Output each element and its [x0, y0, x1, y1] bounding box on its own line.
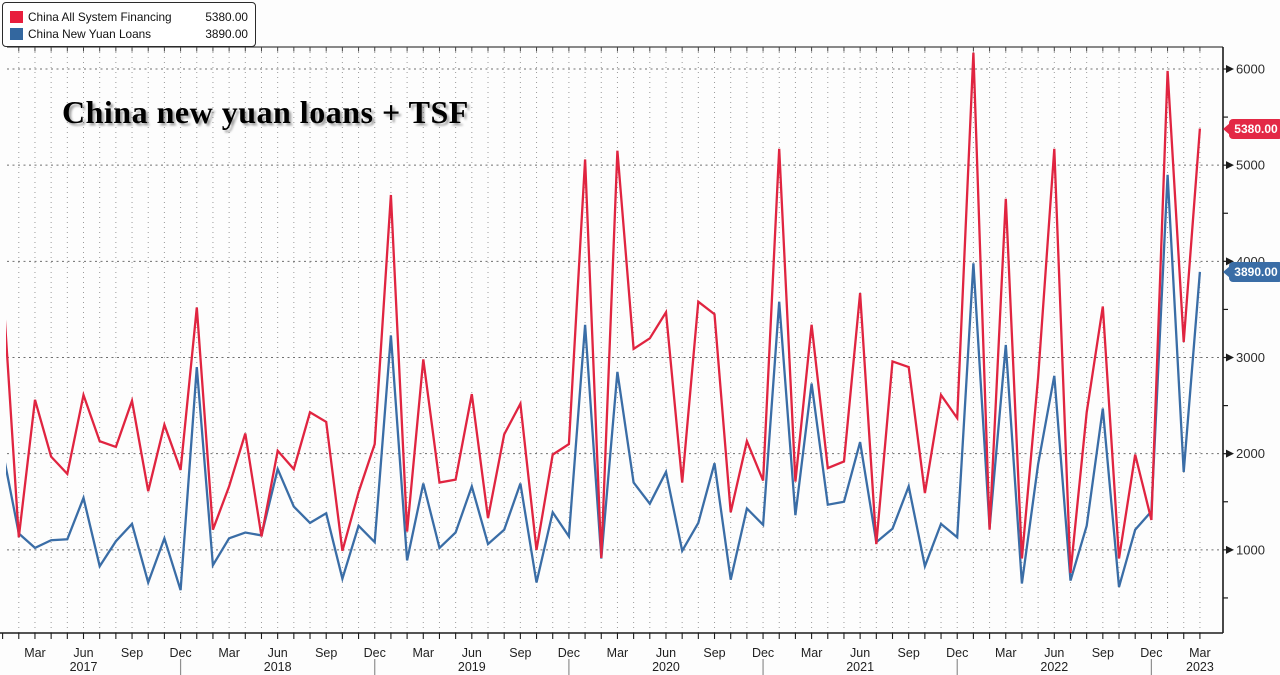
x-axis-year-label: 2021 [846, 660, 874, 674]
y-tick-arrow-icon [1226, 449, 1234, 458]
x-axis-month-label: Dec [169, 646, 191, 660]
x-axis-month-label: Mar [1189, 646, 1211, 660]
x-axis-month-label: Sep [703, 646, 725, 660]
x-axis-month-label: Jun [73, 646, 93, 660]
x-axis-year-label: 2022 [1040, 660, 1068, 674]
x-axis-month-label: Mar [995, 646, 1017, 660]
tag-text: 3890.00 [1234, 264, 1278, 279]
last-value-tag-loans: 3890.00 [1223, 261, 1280, 282]
x-axis-month-label: Jun [656, 646, 676, 660]
x-axis-month-label: Dec [364, 646, 386, 660]
legend-item-new-yuan-loans[interactable]: China New Yuan Loans 3890.00 [10, 25, 248, 42]
x-axis-month-label: Mar [218, 646, 240, 660]
series-line-china-new-yuan-loans [6, 174, 1202, 591]
y-tick-arrow-icon [1226, 545, 1234, 554]
x-axis-year-label: 2017 [70, 660, 98, 674]
y-axis-label: 1000 [1236, 542, 1265, 557]
x-axis-year-label: 2020 [652, 660, 680, 674]
legend-item-all-system-financing[interactable]: China All System Financing 5380.00 [10, 8, 248, 25]
y-tick-arrow-icon [1226, 353, 1234, 362]
tag-arrow-icon [1223, 265, 1230, 278]
legend-label: China All System Financing [28, 9, 172, 24]
x-axis-month-label: Dec [558, 646, 580, 660]
tag-arrow-icon [1223, 122, 1230, 135]
y-axis-label: 5000 [1236, 158, 1265, 173]
chart-title: China new yuan loans + TSF [62, 94, 469, 130]
x-axis-year-label: 2018 [264, 660, 292, 674]
y-tick-arrow-icon [1226, 65, 1234, 73]
legend-value: 3890.00 [205, 26, 248, 41]
x-axis-month-label: Jun [462, 646, 482, 660]
x-axis-year-label: 2019 [458, 660, 486, 674]
x-axis-month-label: Jun [1044, 646, 1064, 660]
x-axis-month-label: Jun [850, 646, 870, 660]
legend-swatch-red [10, 10, 23, 23]
x-axis-month-label: Sep [315, 646, 337, 660]
x-axis-month-label: Sep [121, 646, 143, 660]
y-axis-label: 2000 [1236, 446, 1265, 461]
series-line-china-all-system-financing [6, 52, 1202, 574]
y-axis-label: 3000 [1236, 350, 1265, 365]
x-axis-month-label: Mar [24, 646, 46, 660]
x-axis-month-label: Dec [1140, 646, 1162, 660]
x-axis-month-label: Dec [752, 646, 774, 660]
legend-box: China All System Financing 5380.00 China… [2, 2, 256, 47]
x-axis-month-label: Sep [509, 646, 531, 660]
x-axis-month-label: Jun [268, 646, 288, 660]
y-axis-label: 6000 [1236, 62, 1265, 77]
legend-label: China New Yuan Loans [28, 26, 152, 41]
last-value-tag-financing: 5380.00 [1223, 118, 1280, 139]
x-axis-month-label: Sep [898, 646, 920, 660]
x-axis-month-label: Mar [607, 646, 629, 660]
x-axis-year-label: 2023 [1186, 660, 1214, 674]
x-axis-month-label: Mar [801, 646, 823, 660]
x-axis-month-label: Sep [1092, 646, 1114, 660]
x-axis-month-label: Mar [413, 646, 435, 660]
legend-swatch-blue [10, 27, 23, 40]
y-tick-arrow-icon [1226, 161, 1234, 170]
legend-value: 5380.00 [205, 9, 248, 24]
y-tick-arrow-icon [1226, 257, 1234, 266]
x-axis-month-label: Dec [946, 646, 968, 660]
tag-text: 5380.00 [1234, 121, 1278, 136]
